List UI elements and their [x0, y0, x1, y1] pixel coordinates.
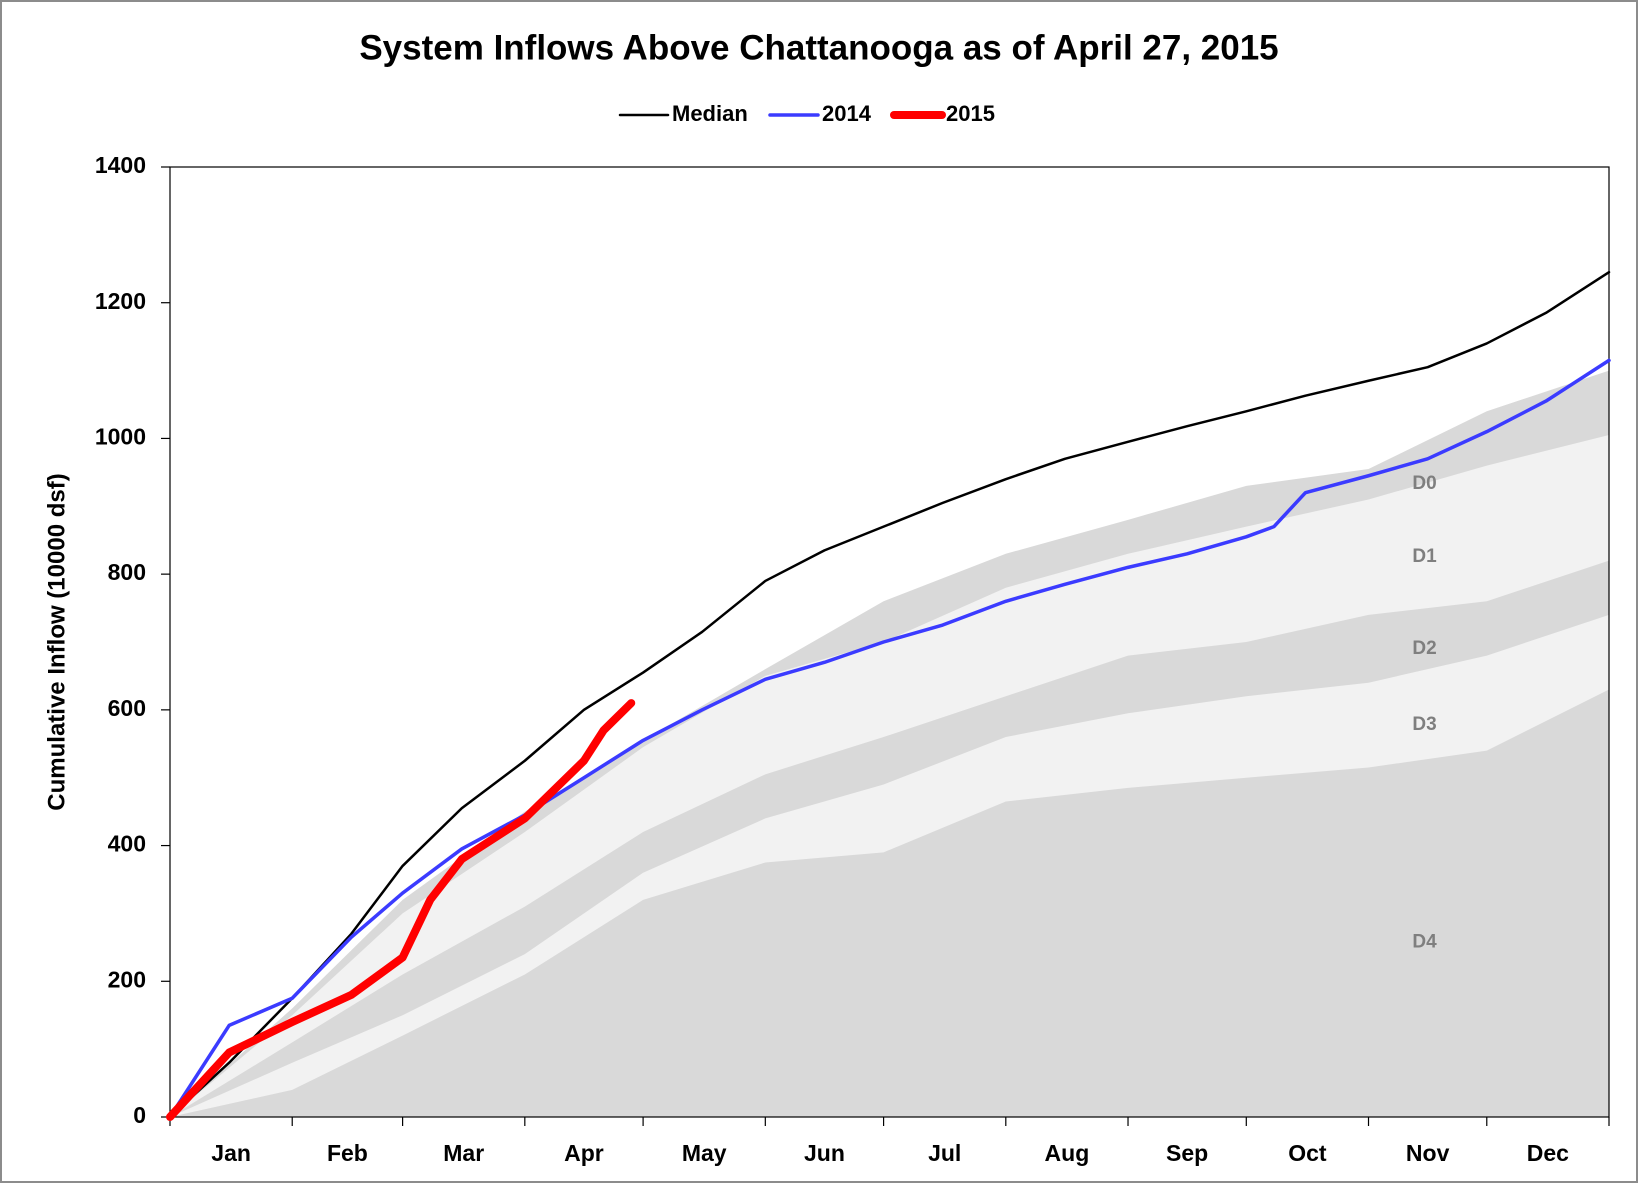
x-tick-label: Apr	[564, 1140, 604, 1166]
x-tick-label: Sep	[1166, 1140, 1208, 1166]
x-tick-label: Jun	[804, 1140, 845, 1166]
x-tick-label: May	[682, 1140, 727, 1166]
chart-title: System Inflows Above Chattanooga as of A…	[359, 28, 1278, 67]
x-tick-label: Aug	[1045, 1140, 1090, 1166]
x-tick-label: Feb	[327, 1140, 368, 1166]
y-tick-label: 0	[133, 1102, 146, 1128]
band-label: D2	[1412, 638, 1436, 659]
band-label: D3	[1412, 714, 1436, 735]
band-label: D4	[1412, 931, 1437, 952]
legend-label: 2014	[822, 101, 872, 126]
x-tick-label: Oct	[1288, 1140, 1327, 1166]
plot-area	[169, 166, 1610, 1118]
x-tick-label: Jul	[928, 1140, 961, 1166]
y-tick-label: 600	[108, 695, 146, 721]
x-tick-label: Dec	[1527, 1140, 1569, 1166]
band-label: D0	[1412, 473, 1436, 494]
x-tick-label: Nov	[1406, 1140, 1450, 1166]
series-line	[168, 270, 1611, 1119]
x-tick-label: Jan	[211, 1140, 251, 1166]
y-axis-label: Cumulative Inflow (10000 dsf)	[43, 473, 70, 810]
series-line	[168, 358, 1611, 1119]
band-label: D1	[1412, 546, 1437, 567]
series-line	[166, 699, 636, 1121]
y-tick-label: 200	[108, 966, 146, 992]
x-tick-label: Mar	[443, 1140, 484, 1166]
y-tick-label: 1400	[95, 152, 146, 178]
y-tick-label: 1200	[95, 288, 146, 314]
y-tick-label: 400	[108, 831, 146, 857]
y-tick-label: 1000	[95, 424, 146, 450]
legend-label: 2015	[946, 101, 995, 126]
legend-label: Median	[672, 101, 748, 126]
band-area	[170, 689, 1609, 1117]
y-tick-label: 800	[108, 559, 146, 585]
